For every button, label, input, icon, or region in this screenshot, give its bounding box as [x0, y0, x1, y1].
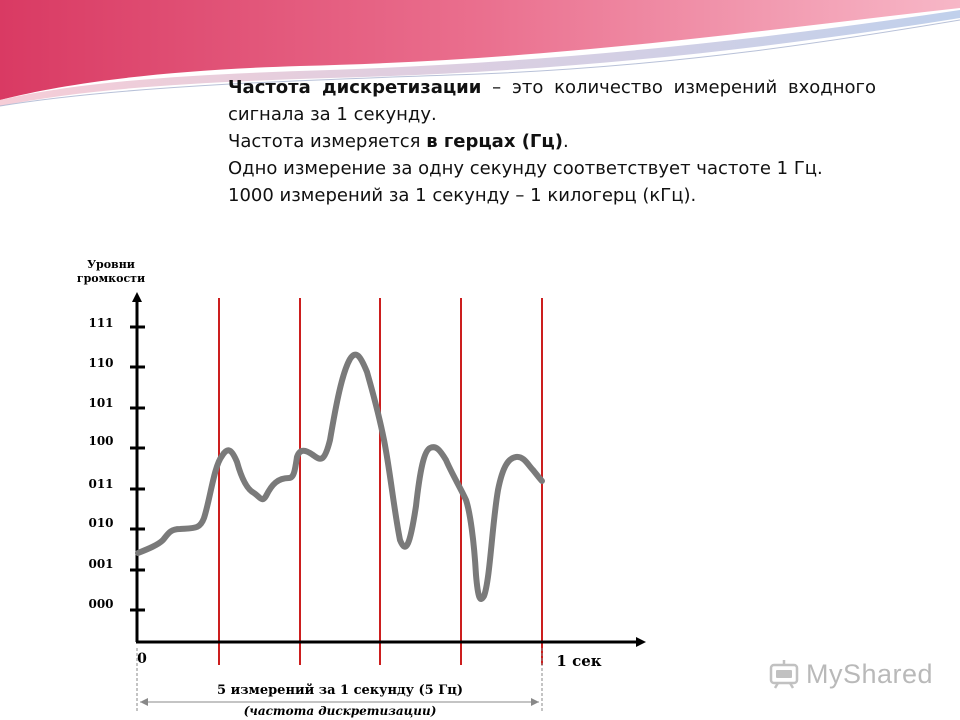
y-axis-title-line1: Уровни — [87, 258, 135, 271]
paragraph-one-hz: Одно измерение за одну секунду соответст… — [228, 158, 823, 179]
level-label-000: 000 — [88, 597, 113, 611]
level-label-111: 111 — [88, 316, 113, 330]
sample-lines — [218, 298, 543, 665]
y-axis-title-line2: громкости — [77, 272, 145, 285]
paragraph-units: Частота измеряется в герцах (Гц). — [228, 128, 876, 155]
top-banner — [0, 0, 960, 107]
level-label-010: 010 — [88, 516, 113, 530]
caption-bracket — [136, 648, 543, 712]
units-bold: в герцах (Гц) — [426, 131, 563, 152]
caption-line2: (частота дискретизации) — [244, 704, 437, 718]
origin-label: 0 — [137, 651, 147, 667]
watermark-text: MyShared — [806, 658, 934, 689]
paragraph-definition: Частота дискретизации – это количество и… — [228, 74, 876, 128]
definition-rest: – это количество измерений входного сигн… — [228, 77, 876, 125]
term-sampling-rate: Частота дискретизации — [228, 77, 482, 98]
projector-icon — [769, 660, 799, 689]
level-labels: 000 001 010 011 100 101 110 111 — [88, 316, 113, 611]
level-label-011: 011 — [88, 477, 113, 491]
level-label-001: 001 — [88, 557, 113, 571]
sampling-diagram: Уровни громкости 000 001 010 011 100 101… — [77, 258, 646, 718]
banner-wave-pink — [0, 0, 960, 100]
watermark: MyShared — [768, 654, 938, 694]
banner-line — [0, 19, 960, 107]
caption-line1: 5 измерений за 1 секунду (5 Гц) — [217, 683, 463, 698]
level-label-110: 110 — [88, 356, 113, 370]
units-after: . — [562, 131, 569, 152]
level-label-100: 100 — [88, 434, 113, 448]
definition-text: Частота дискретизации – это количество и… — [228, 74, 876, 209]
paragraph-khz: 1000 измерений за 1 секунду – 1 килогерц… — [228, 185, 697, 206]
signal-curve — [135, 351, 545, 602]
level-label-101: 101 — [88, 396, 113, 410]
units-before: Частота измеряется — [228, 131, 427, 152]
caption-arrow-right-head — [531, 698, 539, 706]
y-ticks — [130, 325, 145, 612]
x-end-label: 1 сек — [556, 652, 601, 670]
caption-arrow-left-head — [140, 698, 148, 706]
